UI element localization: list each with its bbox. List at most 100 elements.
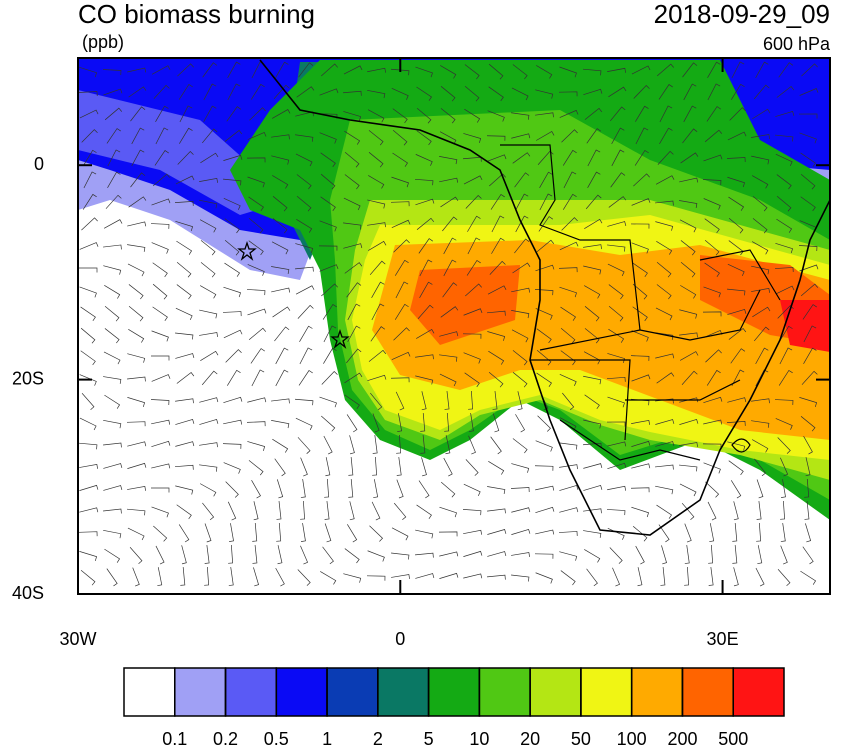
wind-barb (79, 242, 99, 250)
field-red (780, 300, 830, 352)
wind-barb (346, 348, 362, 364)
wind-barb (756, 501, 762, 520)
wind-barb (79, 484, 99, 491)
wind-barb (610, 106, 626, 122)
wind-barb (537, 415, 551, 432)
wind-barb (442, 216, 458, 232)
wind-barb (536, 131, 555, 141)
wind-barb (536, 65, 553, 79)
colorbar-label: 0.5 (264, 729, 289, 749)
wind-barb (344, 394, 360, 410)
wind-barb (371, 303, 385, 321)
wind-barb (415, 154, 433, 166)
wind-barb (371, 281, 385, 299)
wind-barb (299, 325, 313, 342)
wind-barb (800, 152, 816, 167)
wind-barb (515, 414, 526, 433)
wind-barb (465, 283, 482, 297)
wind-barb (271, 241, 289, 255)
wind-barb (391, 351, 411, 360)
wind-barb (487, 154, 507, 162)
wind-barb (800, 283, 819, 297)
wind-barb (154, 150, 169, 166)
wind-barb (585, 194, 602, 210)
wind-barb (204, 566, 210, 586)
wind-barb (535, 506, 555, 513)
wind-barb (583, 88, 603, 95)
wind-barb (391, 552, 410, 560)
wind-barb (583, 244, 602, 250)
wind-barb (491, 237, 505, 254)
wind-barb (276, 479, 284, 499)
wind-barb (102, 69, 122, 75)
wind-barb (199, 177, 219, 183)
wind-barb (583, 530, 602, 538)
wind-barb (559, 241, 579, 251)
wind-barb (349, 501, 355, 521)
wind-barb (391, 219, 411, 229)
wind-barb (776, 86, 795, 98)
wind-barb (679, 332, 698, 338)
wind-barb (468, 390, 474, 410)
wind-barb (390, 201, 410, 207)
wind-barb (464, 85, 480, 102)
wind-barb (222, 311, 242, 317)
wind-barb (755, 61, 769, 79)
wind-barb (442, 282, 458, 298)
wind-barb (606, 509, 626, 516)
wind-barb (728, 460, 744, 476)
wind-barb (443, 457, 453, 477)
wind-barb (223, 462, 241, 474)
wind-barb (607, 462, 627, 469)
wind-barb (781, 479, 786, 498)
wind-barb (463, 483, 481, 496)
wind-barb (373, 479, 379, 499)
wind-barb (391, 574, 410, 580)
wind-barb (631, 242, 649, 254)
wind-barb (535, 440, 553, 452)
wind-barb (487, 110, 505, 122)
wind-barb (416, 86, 432, 101)
wind-barb (631, 198, 651, 206)
wind-barb (468, 435, 476, 455)
wind-barb (372, 435, 378, 454)
wind-barb (247, 397, 267, 403)
wind-barb (416, 504, 432, 519)
wind-barb (679, 483, 697, 497)
wind-barb (462, 333, 482, 339)
wind-barb (560, 570, 576, 586)
wind-barb (444, 391, 450, 410)
wind-barb (421, 457, 427, 477)
wind-barb (751, 398, 770, 404)
wind-barb (679, 418, 699, 425)
wind-barb (272, 438, 289, 453)
wind-barb (199, 219, 217, 233)
wind-barb (631, 506, 650, 518)
wind-barb (396, 457, 402, 476)
wind-barb (562, 392, 575, 411)
colorbar-label: 5 (424, 729, 434, 749)
wind-barb (799, 264, 819, 272)
wind-barb (103, 419, 122, 429)
wind-barb (635, 545, 645, 565)
wind-barb (708, 567, 714, 586)
wind-barb (416, 328, 435, 339)
wind-barb (511, 112, 530, 120)
wind-barb (682, 62, 698, 78)
wind-barb (584, 285, 601, 299)
wind-barb (225, 349, 242, 363)
wind-barb (369, 260, 386, 276)
wind-barb (224, 262, 241, 277)
colorbar-box (478, 667, 531, 717)
wind-barb (463, 550, 483, 557)
wind-barb (248, 240, 264, 256)
wind-barb (655, 221, 674, 231)
wind-barb (247, 308, 267, 316)
wind-barb (300, 457, 308, 477)
wind-barb (367, 67, 387, 73)
wind-barb (273, 84, 290, 99)
wind-barb (780, 523, 786, 542)
wind-barb (415, 66, 433, 78)
colorbar-box (377, 667, 430, 717)
